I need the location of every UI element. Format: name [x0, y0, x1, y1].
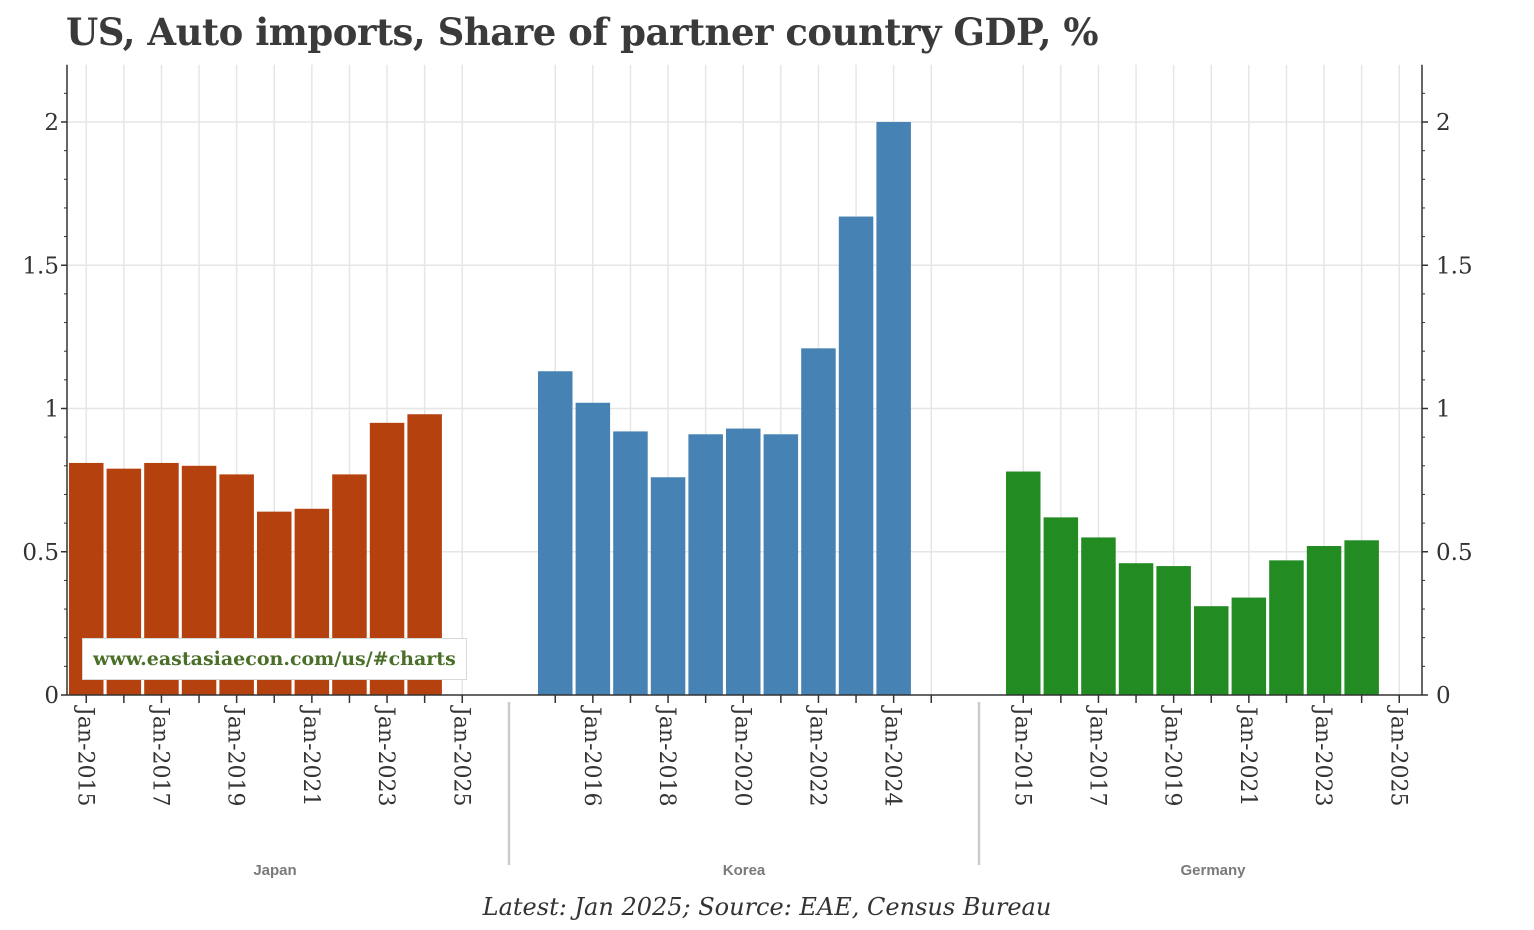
bar-germany-jan-2024 [1344, 540, 1379, 695]
bar-germany-jan-2017 [1081, 537, 1116, 695]
panel-label-japan: Japan [253, 862, 296, 879]
bar-korea-jan-2015 [538, 371, 573, 695]
x-tick-label-korea: Jan-2022 [804, 705, 829, 807]
bar-korea-jan-2022 [801, 348, 836, 695]
x-tick-label-japan: Jan-2021 [298, 705, 323, 807]
x-tick-label-japan: Jan-2019 [223, 705, 248, 807]
x-tick-label-germany: Jan-2025 [1385, 705, 1410, 807]
y-tick-label-right: 0.5 [1436, 540, 1473, 566]
bar-germany-jan-2019 [1156, 566, 1191, 695]
panel-label-germany: Germany [1180, 862, 1246, 879]
x-tick-label-japan: Jan-2025 [448, 705, 473, 807]
panel-label-korea: Korea [723, 862, 766, 879]
y-tick-label-left: 2 [44, 110, 59, 136]
axis-labels: 0 0 0.5 0.5 1 1 1.5 1.5 2 2 Jan-2015 Jan-2017 Jan-20… [22, 110, 1472, 879]
y-tick-label-right: 2 [1436, 110, 1451, 136]
x-tick-label-korea: Jan-2016 [579, 705, 604, 807]
x-tick-label-korea: Jan-2020 [729, 705, 754, 807]
bar-korea-jan-2023 [838, 216, 874, 696]
x-tick-label-germany: Jan-2015 [1009, 705, 1034, 807]
bar-germany-jan-2021 [1231, 597, 1267, 695]
x-tick-label-korea: Jan-2018 [654, 705, 679, 807]
x-tick-label-germany: Jan-2023 [1310, 705, 1335, 807]
x-tick-label-germany: Jan-2019 [1160, 705, 1185, 807]
bar-germany-jan-2018 [1118, 563, 1154, 695]
x-tick-label-japan: Jan-2015 [72, 705, 97, 807]
bar-germany-jan-2016 [1043, 517, 1079, 695]
bar-germany-jan-2022 [1269, 560, 1304, 695]
x-tick-label-germany: Jan-2021 [1235, 705, 1260, 807]
y-tick-label-left: 1 [44, 397, 59, 423]
x-tick-label-korea: Jan-2024 [880, 705, 905, 807]
x-tick-label-germany: Jan-2017 [1084, 705, 1109, 807]
bar-germany-jan-2015 [1006, 471, 1041, 695]
y-tick-label-right: 0 [1436, 683, 1451, 709]
bar-korea-jan-2020 [726, 428, 761, 695]
x-tick-label-japan: Jan-2017 [147, 705, 172, 807]
x-tick-label-japan: Jan-2023 [373, 705, 398, 807]
bar-germany-jan-2023 [1306, 546, 1342, 695]
axes [61, 64, 1428, 865]
bar-korea-jan-2021 [763, 434, 799, 695]
bar-germany-jan-2020 [1194, 606, 1229, 695]
y-tick-label-left: 0 [44, 683, 59, 709]
y-tick-label-left: 0.5 [22, 540, 59, 566]
bar-korea-jan-2017 [613, 431, 648, 695]
bar-korea-jan-2018 [650, 477, 686, 695]
bar-korea-jan-2019 [688, 434, 723, 695]
y-tick-label-left: 1.5 [22, 253, 59, 279]
chart-title: US, Auto imports, Share of partner count… [66, 10, 1099, 54]
watermark-url: www.eastasiaecon.com/us/#charts [82, 638, 467, 680]
source-caption: Latest: Jan 2025; Source: EAE, Census Bu… [482, 893, 1052, 921]
bar-korea-jan-2024 [876, 122, 911, 695]
bar-korea-jan-2016 [575, 402, 611, 695]
y-tick-label-right: 1 [1436, 397, 1451, 423]
y-tick-label-right: 1.5 [1436, 253, 1473, 279]
